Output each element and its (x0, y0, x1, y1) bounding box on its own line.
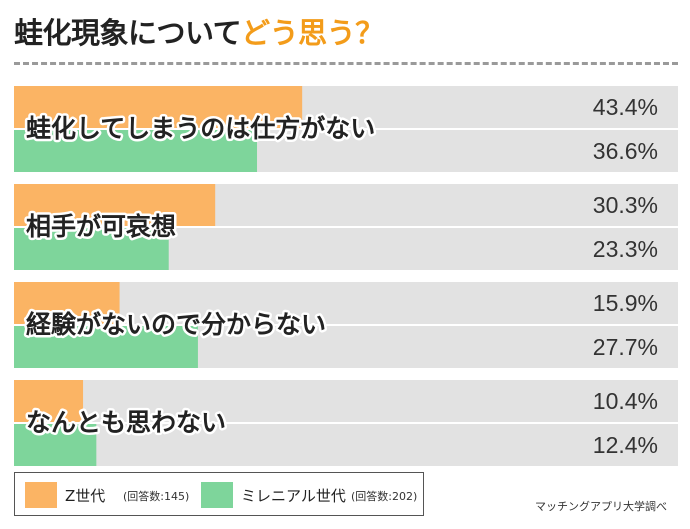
bar-millennial (14, 424, 97, 466)
category-label: 相手が可哀想 (26, 212, 176, 241)
category-label: なんとも思わない (26, 408, 226, 437)
bar-track (14, 282, 678, 324)
bar-track (14, 380, 678, 422)
value-label: 30.3% (593, 192, 658, 218)
bar-z (14, 86, 303, 128)
value-label: 36.6% (593, 138, 658, 164)
legend-swatch-millennial (201, 482, 233, 508)
value-label: 23.3% (593, 236, 658, 262)
value-label: 10.4% (593, 388, 658, 414)
value-label: 12.4% (593, 432, 658, 458)
chart-title-main: 蛙化現象について (14, 16, 242, 50)
value-label: 27.7% (593, 334, 658, 360)
bar-millennial (14, 326, 198, 368)
source-credit: マッチングアプリ大学調べ (535, 500, 667, 513)
bar-millennial (14, 228, 169, 270)
legend-name-millennial: ミレニアル世代 (241, 487, 346, 505)
chart-title-accent: どう思う？ (241, 16, 384, 50)
title-divider (14, 62, 678, 65)
legend-note-z: (回答数:145) (123, 490, 190, 503)
bar-millennial (14, 130, 258, 172)
bar-z (14, 282, 120, 324)
category-label: 蛙化してしまうのは仕方がない (26, 114, 375, 143)
legend-note-millennial: (回答数:202) (351, 490, 418, 503)
chart-title: 蛙化現象についてどう思う？ (14, 10, 384, 54)
value-label: 43.4% (593, 94, 658, 120)
legend-swatch-z (25, 482, 57, 508)
bar-track (14, 424, 678, 466)
legend-name-z: Z世代 (65, 487, 106, 505)
value-label: 15.9% (593, 290, 658, 316)
bar-z (14, 184, 216, 226)
category-label: 経験がないので分からない (26, 310, 326, 339)
bar-chart: 43.4% 36.6% 蛙化してしまうのは仕方がない 30.3% 23.3% 相手が可哀想… (14, 86, 678, 466)
bar-z (14, 380, 84, 422)
legend: Z世代 (回答数:145) ミレニアル世代 (回答数:202) (14, 472, 424, 516)
